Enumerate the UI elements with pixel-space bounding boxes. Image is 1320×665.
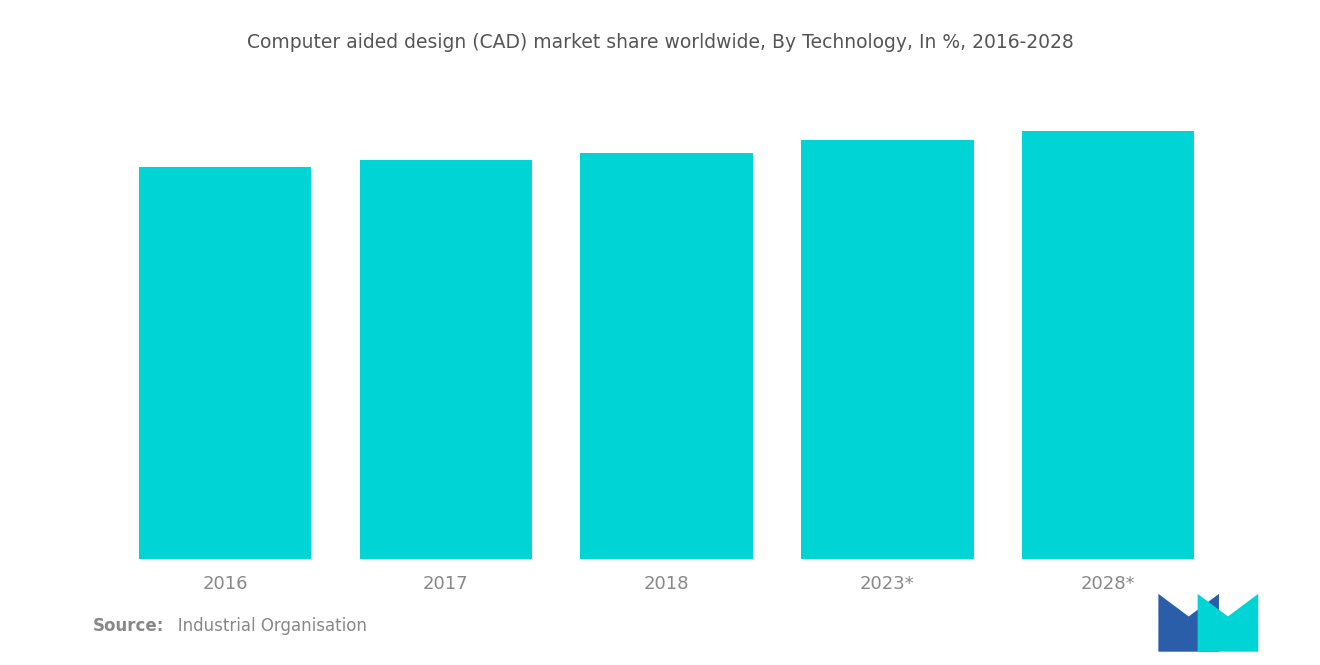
Bar — [139, 166, 312, 559]
Bar — [801, 140, 974, 559]
Text: Computer aided design (CAD) market share worldwide, By Technology, In %, 2016-20: Computer aided design (CAD) market share… — [247, 33, 1073, 53]
Bar — [1022, 131, 1195, 559]
Polygon shape — [1197, 594, 1258, 652]
Polygon shape — [1159, 594, 1218, 652]
Text: Industrial Organisation: Industrial Organisation — [162, 617, 367, 635]
Bar — [359, 160, 532, 559]
Bar — [581, 153, 752, 559]
Text: Source:: Source: — [92, 617, 164, 635]
